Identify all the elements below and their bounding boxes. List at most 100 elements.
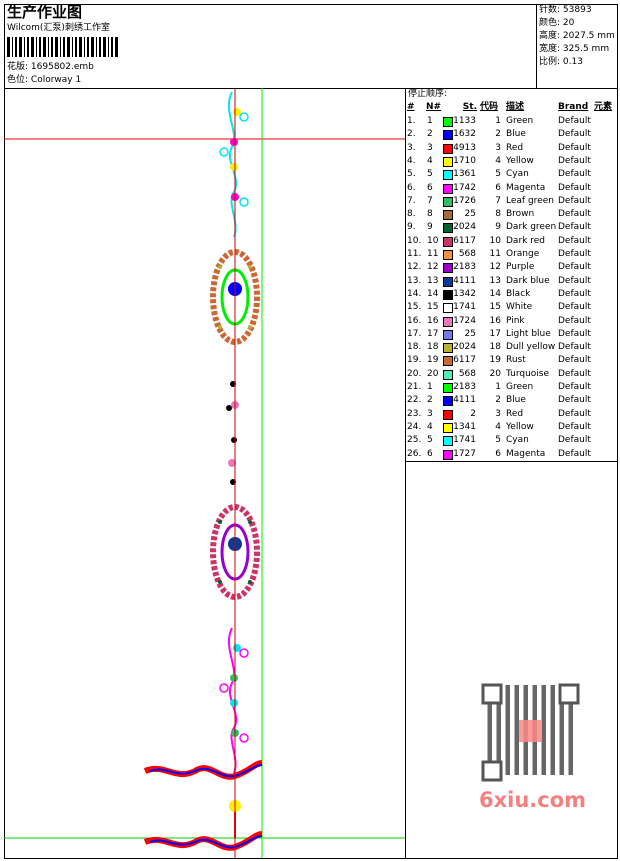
barcode-bar [75,37,77,57]
row-description: Red [506,142,524,153]
qr-module [550,712,555,717]
row-brand: Default [558,408,591,419]
qr-module [523,766,528,771]
row-stitches: 2183 [453,262,476,273]
row-index: 14. [407,288,422,299]
row-brand: Default [558,288,591,299]
row-stitches: 1342 [453,288,476,299]
qr-module [541,743,546,748]
flower [230,699,238,707]
flower [230,163,238,171]
ornament-dot [218,580,222,584]
qr-module [559,703,564,708]
qr-module [496,707,501,712]
qr-module [568,712,573,717]
row-stitches: 1361 [453,169,476,180]
row-index: 18. [407,342,422,353]
barcode-bar [91,37,94,57]
row-brand: Default [558,116,591,126]
color-swatch [443,276,453,287]
row-description: Dark green [506,222,557,233]
row-brand: Default [558,328,591,339]
row-stitches: 1741 [453,435,476,446]
color-swatch [443,196,453,207]
color-swatch [443,303,453,314]
qr-module [532,770,537,775]
color-count: 20 [562,18,575,28]
row-index: 1. [407,116,416,126]
color-swatch [443,383,453,393]
row-stitches: 2183 [453,382,476,392]
color-swatch [443,356,453,367]
design-file: 1695802.emb [30,62,94,72]
qr-module [523,716,528,721]
row-index: 25. [407,435,422,446]
qr-module [514,770,519,775]
qr-module [514,725,519,730]
flower [233,644,241,652]
qr-module [487,757,492,762]
vine-curl [239,112,249,122]
row-needle: 2 [427,395,433,406]
row-code: 11 [489,249,501,259]
qr-module [541,730,546,735]
row-index: 16. [407,315,422,326]
qr-module [487,743,492,748]
barcode-bar [115,37,118,57]
row-needle: 3 [427,408,433,419]
row-code: 9 [495,222,501,233]
col-code: 代码 [480,102,499,112]
qr-module [505,748,510,753]
row-index: 19. [407,355,422,366]
company-name: Wilcom(汇泵)刺绣工作室 [7,23,110,33]
vine-curl [239,197,249,207]
row-description: Magenta [506,448,546,459]
qr-module [496,748,501,753]
qr-module [496,730,501,735]
qr-module [568,770,573,775]
pink-flower [228,459,236,467]
qr-module [487,707,492,712]
qr-module [541,712,546,717]
qr-module [514,721,519,726]
qr-module [559,761,564,766]
row-stitches: 25 [464,328,476,339]
color-swatch [443,143,453,154]
qr-module [505,694,510,699]
width-label: 宽度: [539,44,561,54]
qr-module [505,716,510,721]
height-label: 高度: [539,31,561,41]
qr-module [532,703,537,708]
qr-module [505,721,510,726]
qr-module [523,770,528,775]
qr-module [505,730,510,735]
black-leaf [231,437,237,443]
qr-module [532,748,537,753]
qr-module [496,752,501,757]
qr-module [559,748,564,753]
row-description: Red [506,408,524,419]
row-brand: Default [558,155,591,166]
row-needle: 5 [427,169,433,180]
row-needle: 10 [427,235,439,246]
qr-module [532,694,537,699]
qr-module [550,730,555,735]
qr-module [496,703,501,708]
row-description: Green [506,116,534,126]
qr-module [559,734,564,739]
row-code: 2 [495,129,501,140]
qr-module [532,752,537,757]
col-needle: N# [426,102,442,112]
row-index: 15. [407,302,422,313]
flower [230,138,238,146]
qr-module [550,752,555,757]
row-index: 12. [407,262,422,273]
qr-module [514,739,519,744]
qr-module [550,685,555,690]
color-swatch [443,422,453,433]
qr-module [496,734,501,739]
qr-module [568,743,573,748]
qr-module [559,730,564,735]
qr-module [541,757,546,762]
